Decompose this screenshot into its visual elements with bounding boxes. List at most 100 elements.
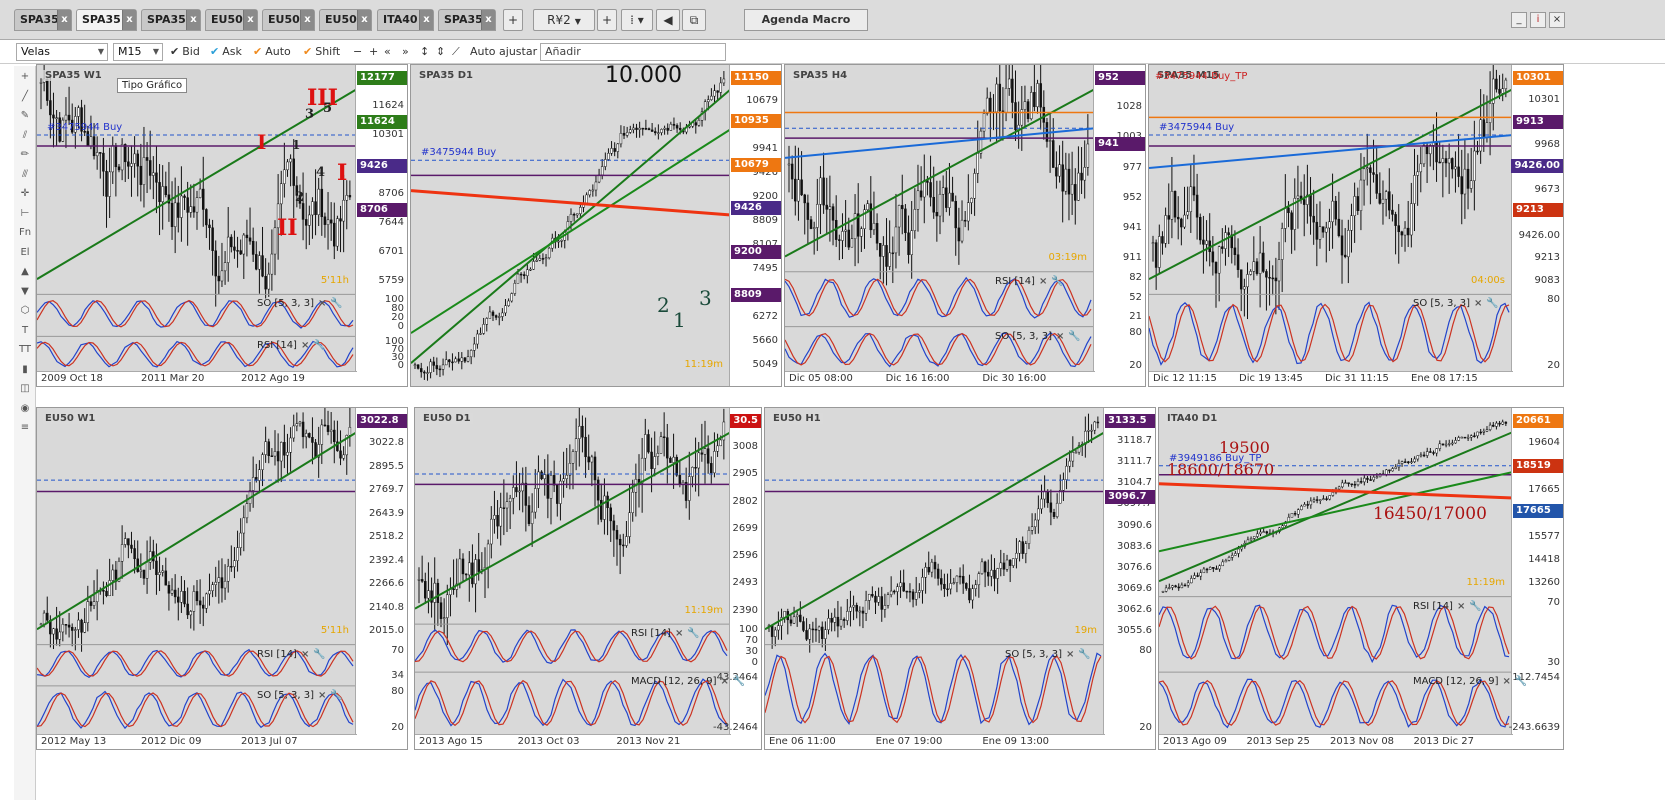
indicator-label[interactable]: SO [5, 3, 3] × 🔧 <box>1413 298 1499 309</box>
t-tool-icon[interactable]: T <box>21 324 29 336</box>
channel-line[interactable] <box>411 128 732 334</box>
scroll-left-icon[interactable]: « <box>384 45 391 58</box>
tab-5[interactable]: EU50 x <box>319 9 372 31</box>
close-icon[interactable]: x <box>419 10 433 30</box>
cross-tool-icon[interactable]: ✛ <box>20 188 30 199</box>
close-icon[interactable]: x <box>300 10 314 30</box>
chart-type-select[interactable]: Velas ▼ <box>16 43 108 61</box>
add-tab-button[interactable]: + <box>503 9 523 31</box>
chart-panel-6[interactable]: 3133.5 3118.7 3111.7 3104.7 3097.7 3090.6 3083… <box>764 407 1156 750</box>
close-icon[interactable]: × <box>1456 600 1466 612</box>
close-window-icon[interactable]: × <box>1549 12 1565 28</box>
tab-0[interactable]: SPA35 x <box>14 9 72 31</box>
channel-tool-icon[interactable]: ⫻ <box>22 168 28 180</box>
fib-tool-icon[interactable]: ⫽ <box>22 129 28 141</box>
layout-select[interactable]: R¥2 ▼ <box>533 9 595 31</box>
auto-fit-icon[interactable]: ⟋ <box>452 45 460 58</box>
indicator-label[interactable]: RSI [14] × 🔧 <box>1413 601 1482 612</box>
scroll-right-icon[interactable]: » <box>402 45 409 58</box>
order-label[interactable]: #3475944 Buy <box>421 147 497 159</box>
wrench-icon[interactable]: 🔧 <box>1051 275 1064 287</box>
trend-line[interactable] <box>785 88 1096 258</box>
price-scale[interactable]: 1217711624103019163870676446701575910080… <box>355 65 407 386</box>
auto-toggle[interactable]: ✔ Auto <box>253 44 291 60</box>
resistance-line[interactable] <box>411 189 732 217</box>
price-scale[interactable]: 10411103011011699689821967395269426.0092… <box>1511 65 1563 386</box>
channel-line[interactable] <box>1149 134 1514 170</box>
measure-tool-icon[interactable]: ⊢ <box>20 207 30 219</box>
text-tool-icon[interactable]: ✏ <box>20 149 30 160</box>
tab-4[interactable]: EU50 x <box>262 9 315 31</box>
chart-canvas[interactable] <box>765 408 1156 750</box>
price-scale[interactable]: 3133.5 3118.7 3111.7 3104.7 3097.7 3090.6 3083… <box>1103 408 1155 749</box>
close-icon[interactable]: × <box>1038 275 1048 287</box>
indicator-label[interactable]: RSI [14] × 🔧 <box>995 276 1064 287</box>
trend-line[interactable] <box>1159 431 1514 583</box>
chart-panel-2[interactable]: 1041102810039779529419118252218020952941… <box>784 64 1146 387</box>
wrench-icon[interactable]: 🔧 <box>313 340 326 352</box>
indicator-label[interactable]: SO [5, 3, 3] × 🔧 <box>1005 649 1091 660</box>
indicator-label[interactable]: RSI [14] × 🔧 <box>257 649 326 660</box>
wrench-icon[interactable]: 🔧 <box>1486 298 1499 310</box>
order-label[interactable]: #3475944 Buy <box>47 122 123 134</box>
zoom-out-icon[interactable]: − <box>353 45 363 58</box>
up-arrow-tool-icon[interactable]: ▲ <box>21 266 29 277</box>
chart-canvas[interactable] <box>415 408 762 750</box>
bars-tool-icon[interactable]: ▮ <box>22 363 28 375</box>
ask-toggle[interactable]: ✔ Ask <box>210 44 242 60</box>
auto-ajustar-label[interactable]: Auto ajustar <box>470 45 538 58</box>
wrench-icon[interactable]: 🔧 <box>1469 600 1482 612</box>
tab-2[interactable]: SPA35 x <box>141 9 201 31</box>
time-axis[interactable]: Dic 12 11:15 Dic 19 13:45 Dic 31 11:15 Ene … <box>1149 371 1513 386</box>
el-tool-icon[interactable]: El <box>20 246 30 258</box>
close-icon[interactable]: × <box>300 340 310 352</box>
chart-panel-0[interactable]: 1217711624103019163870676446701575910080… <box>36 64 408 387</box>
tt-tool-icon[interactable]: TT <box>18 344 32 355</box>
indicator-label[interactable]: SO [5, 3, 3] × 🔧 <box>257 298 343 309</box>
close-icon[interactable]: × <box>300 648 310 660</box>
chart-panel-5[interactable]: 3100300829052802269925962493239010070300… <box>414 407 762 750</box>
indicator-label[interactable]: SO [5, 3, 3] × 🔧 <box>995 331 1081 342</box>
pen-tool-icon[interactable]: ✎ <box>20 110 30 121</box>
close-icon[interactable]: × <box>1474 298 1483 310</box>
trend-line[interactable] <box>37 431 358 631</box>
close-icon[interactable]: × <box>674 628 684 640</box>
chart-panel-4[interactable]: 3100.23022.82895.52769.72643.92518.22392… <box>36 407 408 750</box>
wrench-icon[interactable]: 🔧 <box>1514 676 1528 688</box>
wrench-icon[interactable]: 🔧 <box>313 648 326 660</box>
trend-line[interactable] <box>765 431 1106 631</box>
close-icon[interactable]: × <box>1056 330 1065 342</box>
close-icon[interactable]: × <box>1502 676 1511 688</box>
trend-line[interactable] <box>411 88 732 364</box>
chart-canvas[interactable] <box>37 65 408 387</box>
back-arrow-icon[interactable]: ◀ <box>656 9 680 31</box>
shapes-tool-icon[interactable]: ⬡ <box>20 305 30 316</box>
zoom-in-icon[interactable]: + <box>369 45 379 58</box>
add-layout-button[interactable]: + <box>597 9 617 31</box>
indicator-label[interactable]: MACD [12, 26, 9] × 🔧 <box>1413 676 1527 687</box>
chart-panel-1[interactable]: 1093510679103019941942692008809810774956… <box>410 64 782 387</box>
wrench-icon[interactable]: 🔧 <box>1068 330 1081 342</box>
close-icon[interactable]: x <box>57 10 71 30</box>
price-scale[interactable]: 3100.23022.82895.52769.72643.92518.22392… <box>355 408 407 749</box>
shift-toggle[interactable]: ✔ Shift <box>303 44 340 60</box>
close-icon[interactable]: x <box>122 10 136 30</box>
chart-canvas[interactable] <box>411 65 782 387</box>
time-axis[interactable]: Ene 06 11:00 Ene 07 19:00 Ene 09 13:00 <box>765 734 1105 749</box>
candles-tool-icon[interactable]: ◫ <box>20 383 30 394</box>
plus-tool-icon[interactable]: + <box>20 71 30 82</box>
wrench-icon[interactable]: 🔧 <box>330 689 343 701</box>
wrench-icon[interactable]: 🔧 <box>330 298 343 310</box>
chart-canvas[interactable] <box>1159 408 1564 750</box>
tab-6[interactable]: ITA40 x <box>377 9 434 31</box>
down-arrow-tool-icon[interactable]: ▼ <box>21 285 29 297</box>
trend-line[interactable] <box>415 431 732 610</box>
close-icon[interactable]: × <box>1066 648 1075 660</box>
indicator-label[interactable]: RSI [14] × 🔧 <box>631 628 700 639</box>
trend-line[interactable] <box>37 88 358 280</box>
time-axis[interactable]: 2012 May 13 2012 Dic 09 2013 Jul 07 <box>37 734 357 749</box>
time-axis[interactable]: 2013 Ago 09 2013 Sep 25 2013 Nov 08 2013 Di… <box>1159 734 1513 749</box>
detach-icon[interactable]: ⧉ <box>682 9 706 31</box>
indicator-label[interactable]: RSI [14] × 🔧 <box>257 340 326 351</box>
close-icon[interactable]: x <box>186 10 200 30</box>
